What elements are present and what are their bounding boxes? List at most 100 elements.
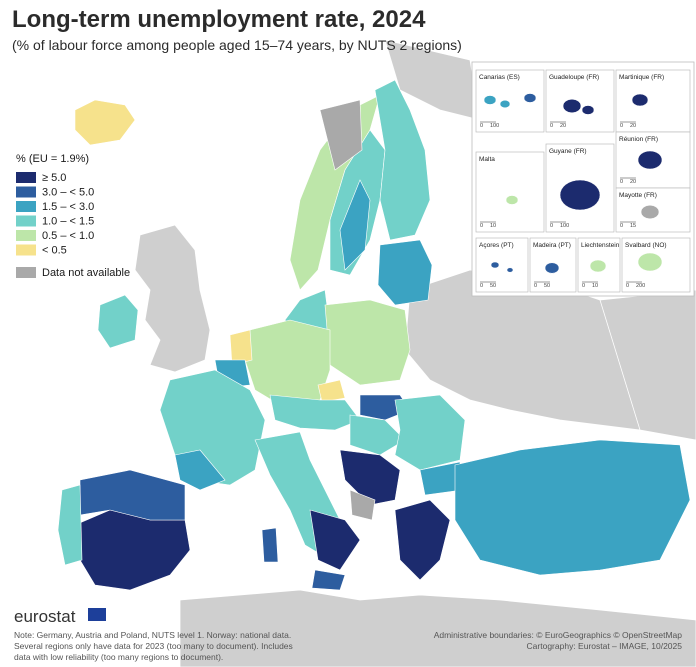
na-north (319, 99, 363, 171)
inset-label: Guyane (FR) (549, 148, 587, 155)
sicily (311, 569, 346, 591)
credit-line: Administrative boundaries: © EuroGeograp… (434, 630, 683, 640)
inset-region (505, 195, 519, 205)
inset-box (621, 237, 691, 293)
inset-region (562, 99, 582, 113)
scale-label: 100 (490, 123, 499, 129)
ireland (97, 294, 139, 349)
hungary (349, 414, 406, 456)
inset-box (475, 151, 545, 233)
scale-label: 100 (560, 223, 569, 229)
uk (134, 224, 211, 373)
italy-south (309, 509, 361, 571)
inset-box (475, 237, 529, 293)
scale-label: 0 (626, 283, 629, 289)
note-line: data with low reliability (too many regi… (14, 652, 223, 662)
legend-title: % (EU = 1.9%) (16, 153, 89, 165)
inset-label: Canarias (ES) (479, 74, 520, 81)
inset-label: Liechtenstein (581, 242, 620, 249)
inset-box (545, 143, 615, 233)
inset-label: Madeira (PT) (533, 242, 571, 249)
inset-region (490, 261, 500, 269)
portugal (57, 484, 83, 566)
scale-label: 200 (636, 283, 645, 289)
inset-label: Mayotte (FR) (619, 192, 657, 199)
legend-swatch (16, 267, 36, 278)
spain-north (79, 469, 186, 521)
inset-region (637, 252, 663, 272)
inset-label: Réunion (FR) (619, 136, 658, 143)
africa (179, 589, 696, 667)
scale-label: 0 (620, 123, 623, 129)
scale-label: 50 (490, 283, 496, 289)
finland (374, 79, 431, 241)
scale-label: 10 (490, 223, 496, 229)
inset-region (640, 205, 660, 219)
legend-swatch (16, 186, 36, 198)
logo: eurostat (14, 607, 76, 626)
sweden-mid (339, 179, 371, 271)
scale-label: 50 (544, 283, 550, 289)
inset-region (499, 100, 511, 108)
scale-label: 15 (630, 223, 636, 229)
inset-label: Martinique (FR) (619, 74, 664, 81)
inset-region (523, 93, 537, 103)
scale-label: 10 (592, 283, 598, 289)
legend-label: ≥ 5.0 (42, 172, 66, 184)
subtitle: (% of labour force among people aged 15–… (12, 37, 462, 53)
inset-label: Malta (479, 156, 495, 163)
legend-swatch (16, 201, 36, 212)
note-line: Note: Germany, Austria and Poland, NUTS … (14, 630, 291, 640)
legend-label: 3.0 – < 5.0 (42, 187, 94, 199)
context-land (134, 39, 696, 667)
legend-label: 1.0 – < 1.5 (42, 216, 94, 228)
inset-box (615, 69, 691, 133)
inset-region (506, 267, 514, 273)
greece (394, 499, 451, 581)
inset-region (631, 93, 649, 107)
scale-label: 0 (550, 123, 553, 129)
legend-label: 0.5 – < 1.0 (42, 230, 94, 242)
romania (394, 394, 466, 471)
scale-label: 0 (480, 283, 483, 289)
baltics (377, 239, 433, 306)
legend-swatch (16, 172, 36, 183)
inset-region (483, 95, 497, 105)
iceland (74, 99, 136, 146)
regions (57, 79, 691, 591)
eu-flag (88, 608, 106, 621)
legend-swatch (16, 215, 36, 227)
spain-south (74, 509, 191, 591)
balkans (339, 449, 401, 506)
inset-region (559, 179, 601, 211)
scale-label: 0 (582, 283, 585, 289)
legend-label: Data not available (42, 267, 130, 279)
north-land (384, 39, 481, 121)
inset-label: Svalbard (NO) (625, 242, 667, 249)
credit-line: Cartography: Eurostat – IMAGE, 10/2025 (527, 641, 683, 651)
na-balkan (349, 489, 376, 521)
title: Long-term unemployment rate, 2024 (12, 6, 426, 33)
inset-region (637, 150, 663, 170)
scale-label: 0 (550, 223, 553, 229)
legend-swatch (16, 244, 36, 256)
france-south (174, 449, 226, 491)
scale-label: 0 (480, 223, 483, 229)
legend-label: 1.5 – < 3.0 (42, 201, 94, 213)
legend: % (EU = 1.9%) ≥ 5.0 3.0 – < 5.0 1.5 – < 3.… (16, 153, 130, 279)
scale-label: 0 (620, 179, 623, 185)
inset-label: Açores (PT) (479, 242, 514, 249)
austria (269, 394, 361, 431)
turkey (454, 439, 691, 576)
czechia-part (317, 379, 346, 403)
scale-label: 20 (630, 179, 636, 185)
inset-region (589, 259, 607, 273)
scale-label: 20 (560, 123, 566, 129)
inset-box (545, 69, 615, 133)
legend-swatch (16, 230, 36, 241)
scale-label: 0 (620, 223, 623, 229)
inset-label: Guadeloupe (FR) (549, 74, 599, 81)
note-line: Several regions only have data for 2023 … (14, 641, 293, 651)
